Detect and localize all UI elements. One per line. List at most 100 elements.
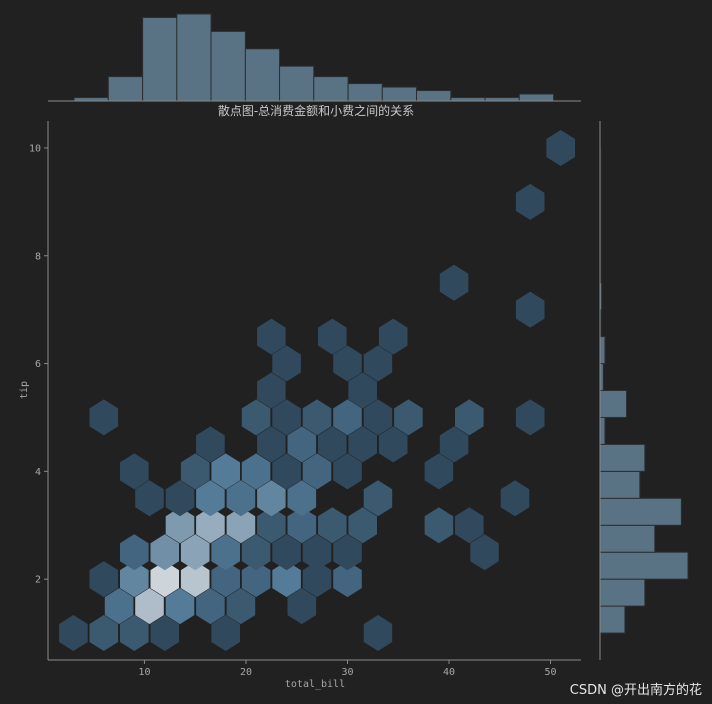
hexbin-cell — [180, 534, 210, 571]
hexbin-cell — [165, 588, 195, 625]
hexbin-cell — [196, 426, 225, 463]
marginal-x-bar — [416, 90, 452, 102]
marginal-x-bar — [313, 76, 349, 102]
x-tick-label: 50 — [545, 667, 557, 678]
x-axis-label: total_bill — [285, 679, 345, 690]
hexbin-cell — [455, 507, 484, 544]
hexbin-cell — [165, 507, 195, 544]
hexbin-cell — [500, 480, 530, 517]
hexbin-cell — [59, 615, 88, 651]
hexbin-cell — [211, 561, 240, 598]
marginal-x-bar — [142, 16, 178, 102]
hexbin-cell — [515, 291, 545, 328]
hexbin-cell — [150, 534, 179, 571]
hexbin-cell — [318, 507, 347, 544]
hexbin-cell — [257, 318, 286, 355]
marginal-y-bar — [599, 578, 646, 607]
hexbin-cell — [363, 615, 393, 651]
hexbin-cell — [272, 399, 301, 436]
hexbin-cell — [226, 480, 256, 517]
y-tick-label: 8 — [35, 251, 41, 262]
marginal-x-bar — [518, 93, 555, 102]
hexbin-cell — [272, 534, 301, 571]
hexbin-cell — [150, 561, 179, 598]
hexbin-cell — [348, 426, 377, 463]
marginal-y-bar — [599, 524, 656, 553]
marginal-x-bar — [450, 97, 486, 102]
hexbin-cell — [333, 534, 362, 571]
hexbin-cell — [272, 561, 301, 598]
marginal-x-bar — [279, 65, 315, 102]
hexbin-cell — [302, 561, 332, 598]
hexbin-cell — [135, 588, 164, 625]
marginal-x-bar — [244, 48, 281, 102]
hexbin-cell — [424, 507, 454, 544]
y-tick-label: 10 — [29, 143, 41, 154]
hexbin-cell — [378, 318, 408, 355]
hexbin-cell — [241, 534, 271, 571]
hexbin-cell — [257, 426, 286, 463]
hexbin-cell — [515, 183, 545, 220]
marginal-x-bar — [176, 13, 212, 102]
y-tick-label: 2 — [35, 575, 41, 586]
hexbin-cell — [394, 399, 423, 436]
hexbin-cell — [196, 507, 225, 544]
hexbin-cell — [363, 345, 393, 382]
hexbin-cell — [470, 534, 499, 571]
hexbin-cell — [318, 426, 347, 463]
hexbin-cell — [226, 507, 256, 544]
hexbin-cell — [455, 399, 484, 436]
hexbin-cell — [257, 372, 286, 409]
marginal-y-bar — [599, 416, 606, 445]
hexbin-cell — [257, 480, 286, 517]
marginal-x-bar — [210, 30, 246, 102]
hexbin-cell — [287, 426, 317, 463]
hexbin-cell — [120, 534, 149, 571]
hexbin-cell — [135, 480, 164, 517]
hexbin-cell — [287, 480, 317, 517]
hexbin-cell — [302, 534, 332, 571]
hexbin-cell — [89, 615, 119, 651]
marginal-y-bar — [599, 605, 626, 634]
marginal-y-bar — [599, 551, 689, 580]
marginal-x-histogram — [48, 13, 581, 102]
x-tick-label: 30 — [341, 667, 353, 678]
hexbin-cell — [150, 615, 179, 651]
hexbin-cell — [196, 480, 225, 517]
joint-axes: 10 20 30 40 50 2 4 6 8 10 — [29, 121, 581, 678]
marginal-y-bar — [599, 390, 628, 418]
hexbin-cell — [120, 615, 149, 651]
hexbin-cell — [104, 588, 134, 625]
marginal-x-bar — [484, 97, 520, 102]
hexbin-cell — [120, 453, 149, 490]
marginal-y-bar — [599, 497, 682, 526]
marginal-x-bar — [347, 83, 383, 102]
hexbin-cell — [546, 130, 575, 166]
hexbin-cell — [515, 399, 545, 436]
hexbin-cell — [89, 561, 119, 598]
hexbin-cell — [424, 453, 454, 490]
hexbin-cell — [287, 588, 317, 625]
hexbin-cell — [257, 507, 286, 544]
hexbin-cell — [241, 453, 271, 490]
hexbin-cell — [439, 426, 469, 463]
watermark: CSDN @开出南方的花 — [569, 683, 702, 698]
hexbin-cell — [196, 588, 225, 625]
hexbin-cell — [439, 264, 469, 301]
x-tick-label: 10 — [138, 667, 150, 678]
marginal-y-bar — [599, 336, 606, 365]
hexbin-cell — [363, 399, 393, 436]
hexbin-cells — [59, 130, 575, 651]
y-tick-label: 4 — [35, 467, 41, 478]
marginal-y-histogram — [599, 121, 689, 660]
hexbin-cell — [180, 453, 210, 490]
hexbin-cell — [378, 426, 408, 463]
marginal-x-bar — [381, 86, 418, 102]
hexbin-cell — [333, 345, 362, 382]
hexbin-cell — [363, 480, 393, 517]
hexbin-cell — [272, 345, 301, 382]
hexbin-cell — [348, 507, 377, 544]
hexbin-cell — [348, 372, 377, 409]
hexbin-cell — [287, 507, 317, 544]
